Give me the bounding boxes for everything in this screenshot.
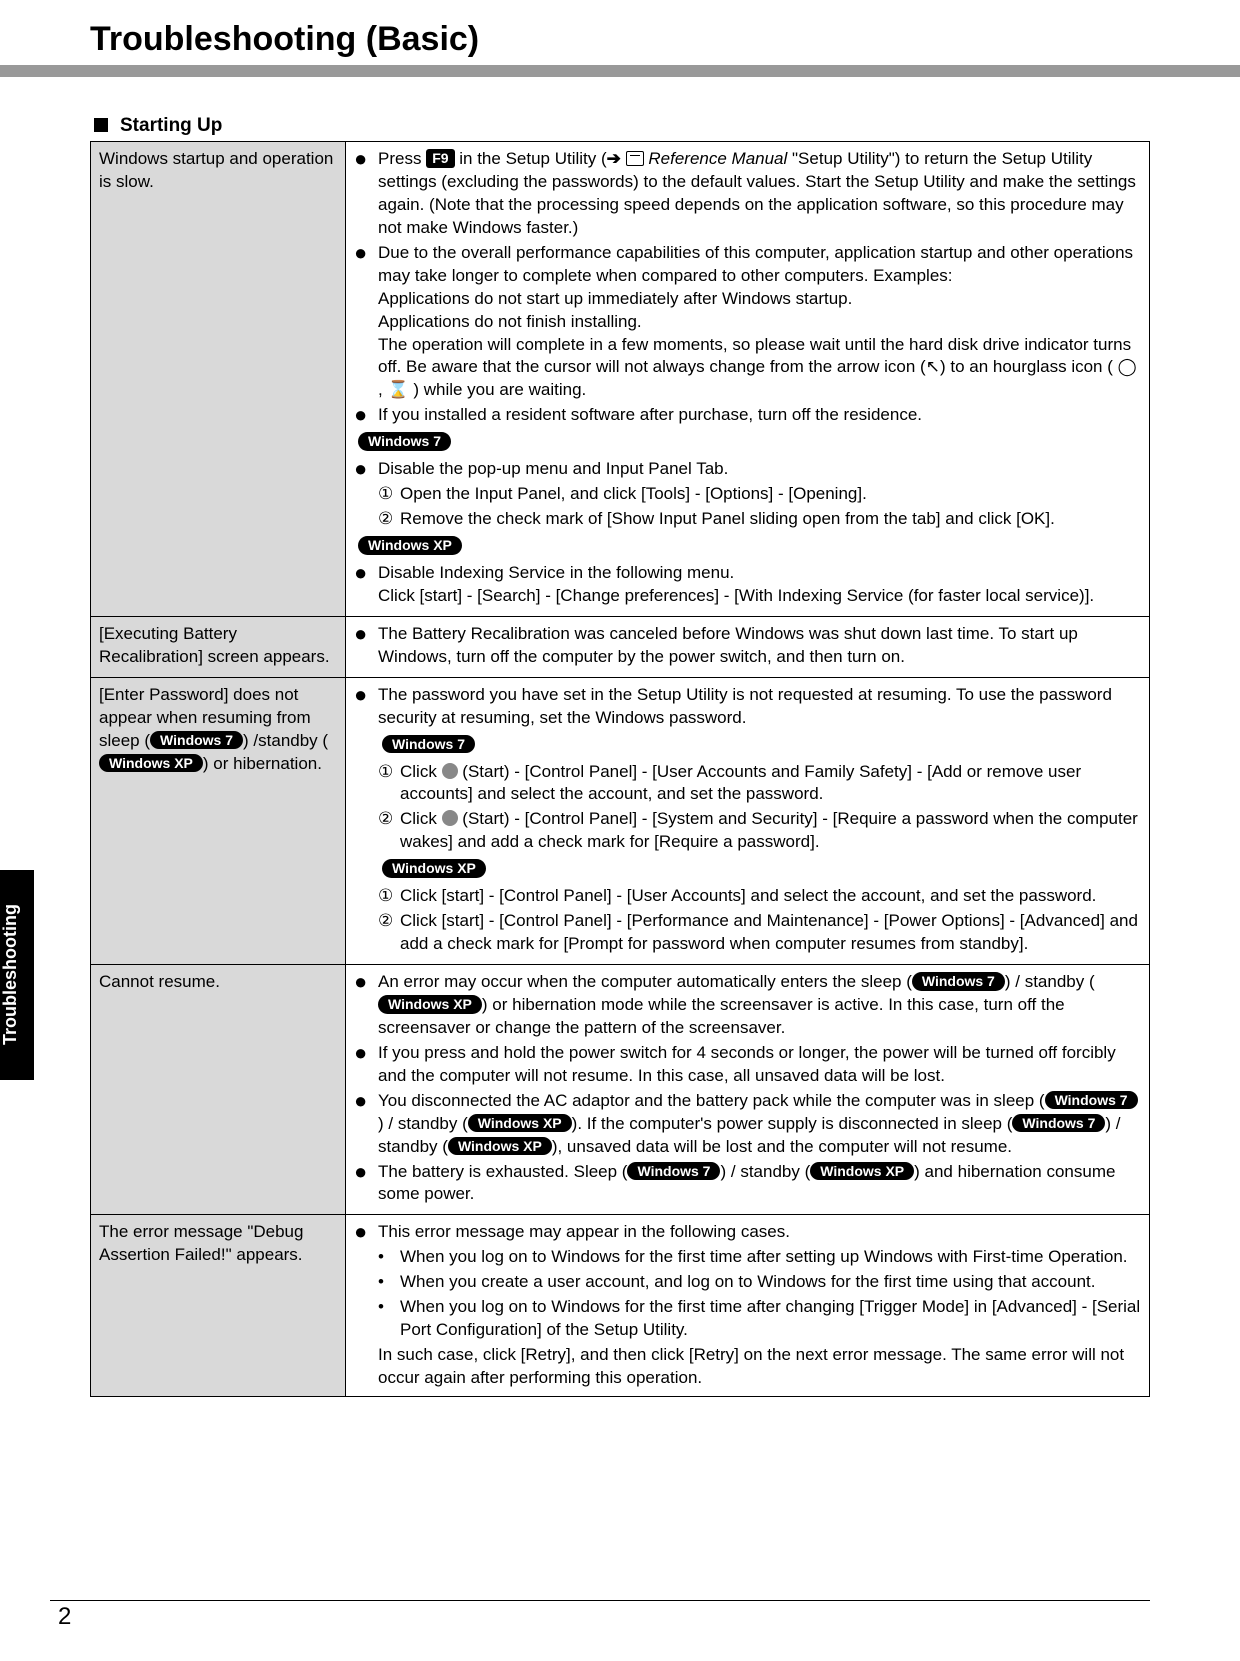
bullet-icon: ●: [354, 1090, 378, 1159]
windowsxp-badge: Windows XP: [468, 1114, 572, 1133]
table-row: The error message "Debug Assertion Faile…: [91, 1215, 1150, 1397]
solution-text: The battery is exhausted. Sleep (Windows…: [378, 1161, 1141, 1207]
start-icon: [442, 763, 458, 779]
bullet-icon: ●: [354, 1042, 378, 1088]
windowsxp-badge: Windows XP: [448, 1137, 552, 1156]
step-marker: ①: [378, 483, 400, 506]
solution-text: Disable Indexing Service in the followin…: [378, 562, 1141, 608]
key-f9-icon: F9: [426, 149, 454, 168]
step-marker: ①: [378, 885, 400, 908]
solution-cell: ●The password you have set in the Setup …: [346, 677, 1150, 964]
step-marker: ②: [378, 508, 400, 531]
square-bullet-icon: [94, 118, 108, 132]
windowsxp-badge: Windows XP: [358, 536, 462, 555]
section-heading: Starting Up: [94, 115, 1150, 137]
sub-bullet-icon: •: [378, 1296, 400, 1342]
symptom-cell: [Enter Password] does not appear when re…: [91, 677, 346, 964]
solution-text: When you log on to Windows for the first…: [400, 1246, 1141, 1269]
solution-text: Click (Start) - [Control Panel] - [User …: [400, 761, 1141, 807]
table-row: Cannot resume. ● An error may occur when…: [91, 965, 1150, 1215]
page-number: 2: [58, 1603, 71, 1631]
solution-text: Press F9 in the Setup Utility (➔ Referen…: [378, 148, 1141, 240]
footer-rule: [50, 1600, 1150, 1601]
solution-text: Remove the check mark of [Show Input Pan…: [400, 508, 1141, 531]
windowsxp-badge: Windows XP: [378, 995, 482, 1014]
step-marker: ②: [378, 910, 400, 956]
arrow-icon: ➔: [607, 149, 621, 168]
symptom-cell: [Executing Battery Recalibration] screen…: [91, 616, 346, 677]
windowsxp-badge: Windows XP: [99, 754, 203, 773]
sub-bullet-icon: •: [378, 1271, 400, 1294]
bullet-icon: ●: [354, 404, 378, 427]
solution-text: Open the Input Panel, and click [Tools] …: [400, 483, 1141, 506]
bullet-icon: ●: [354, 623, 378, 669]
symptom-cell: Cannot resume.: [91, 965, 346, 1215]
symptom-cell: The error message "Debug Assertion Faile…: [91, 1215, 346, 1397]
solution-text: You disconnected the AC adaptor and the …: [378, 1090, 1141, 1159]
solution-text: When you log on to Windows for the first…: [400, 1296, 1141, 1342]
solution-text: The password you have set in the Setup U…: [378, 684, 1141, 730]
windows7-badge: Windows 7: [382, 735, 475, 754]
troubleshooting-table: Windows startup and operation is slow. ●…: [90, 141, 1150, 1397]
solution-text: Due to the overall performance capabilit…: [378, 242, 1141, 403]
bullet-icon: ●: [354, 684, 378, 730]
solution-cell: ●This error message may appear in the fo…: [346, 1215, 1150, 1397]
solution-text: The Battery Recalibration was canceled b…: [378, 623, 1141, 669]
bullet-icon: ●: [354, 1221, 378, 1244]
manual-icon: [626, 151, 644, 166]
solution-text: Click [start] - [Control Panel] - [Perfo…: [400, 910, 1141, 956]
solution-cell: ● Press F9 in the Setup Utility (➔ Refer…: [346, 142, 1150, 617]
title-underline: [0, 65, 1240, 77]
bullet-icon: ●: [354, 562, 378, 608]
solution-text: Disable the pop-up menu and Input Panel …: [378, 458, 1141, 481]
bullet-icon: ●: [354, 148, 378, 240]
solution-text: If you press and hold the power switch f…: [378, 1042, 1141, 1088]
solution-text: Click (Start) - [Control Panel] - [Syste…: [400, 808, 1141, 854]
sidebar-tab: Troubleshooting: [0, 870, 34, 1080]
step-marker: ②: [378, 808, 400, 854]
bullet-icon: ●: [354, 458, 378, 481]
bullet-icon: ●: [354, 971, 378, 1040]
table-row: [Executing Battery Recalibration] screen…: [91, 616, 1150, 677]
windows7-badge: Windows 7: [1045, 1091, 1138, 1110]
windowsxp-badge: Windows XP: [810, 1162, 914, 1181]
step-marker: ①: [378, 761, 400, 807]
sub-bullet-icon: •: [378, 1246, 400, 1269]
windows7-badge: Windows 7: [912, 972, 1005, 991]
bullet-icon: ●: [354, 1161, 378, 1207]
solution-cell: ●The Battery Recalibration was canceled …: [346, 616, 1150, 677]
solution-text: An error may occur when the computer aut…: [378, 971, 1141, 1040]
solution-text: In such case, click [Retry], and then cl…: [378, 1344, 1141, 1390]
ref-manual-label: Reference Manual: [648, 149, 787, 168]
windowsxp-badge: Windows XP: [382, 859, 486, 878]
table-row: Windows startup and operation is slow. ●…: [91, 142, 1150, 617]
page-title: Troubleshooting (Basic): [90, 20, 1150, 59]
bullet-icon: ●: [354, 242, 378, 403]
solution-text: Click [start] - [Control Panel] - [User …: [400, 885, 1141, 908]
symptom-cell: Windows startup and operation is slow.: [91, 142, 346, 617]
windows7-badge: Windows 7: [627, 1162, 720, 1181]
table-row: [Enter Password] does not appear when re…: [91, 677, 1150, 964]
windows7-badge: Windows 7: [1012, 1114, 1105, 1133]
solution-text: When you create a user account, and log …: [400, 1271, 1141, 1294]
solution-text: This error message may appear in the fol…: [378, 1221, 1141, 1244]
section-heading-text: Starting Up: [120, 115, 222, 136]
start-icon: [442, 810, 458, 826]
windows7-badge: Windows 7: [150, 731, 243, 750]
windows7-badge: Windows 7: [358, 432, 451, 451]
solution-text: If you installed a resident software aft…: [378, 404, 1141, 427]
solution-cell: ● An error may occur when the computer a…: [346, 965, 1150, 1215]
